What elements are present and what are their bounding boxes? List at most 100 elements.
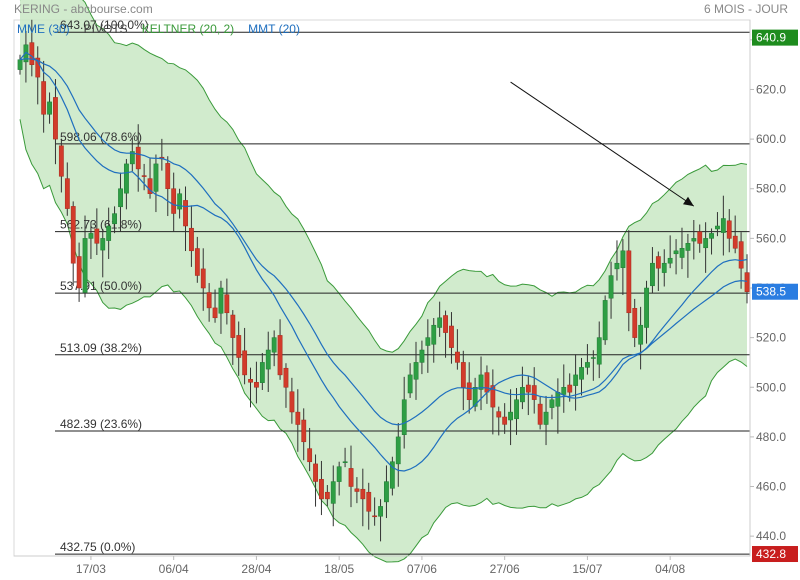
- candle-body: [153, 163, 159, 192]
- legend-item: MME (30): [17, 22, 70, 36]
- price-tag: 538.5: [752, 283, 798, 300]
- trend-arrow-head: [683, 196, 694, 207]
- candle-body: [319, 479, 324, 500]
- candle-body: [135, 146, 141, 170]
- candle-body: [129, 151, 135, 165]
- x-tick-label: 06/04: [159, 562, 189, 576]
- fib-label: 562.73 (61.8%): [60, 218, 142, 232]
- candle-body: [348, 468, 354, 487]
- candle-body: [726, 220, 732, 239]
- candle-body: [549, 399, 555, 408]
- candle-body: [685, 243, 691, 251]
- legend-item: PIVOTS: [84, 22, 128, 36]
- x-tick-label: 28/04: [241, 562, 271, 576]
- candle-body: [265, 349, 271, 370]
- fibonacci-levels: 643.07 (100.0%) 598.06 (78.6%) 562.73 (61.…: [55, 18, 750, 555]
- candle-body: [289, 391, 295, 413]
- x-tick-label: 04/08: [655, 562, 685, 576]
- y-axis: 440.0460.0480.0500.0520.0540.0560.0580.0…: [749, 20, 798, 563]
- candle-body: [106, 225, 112, 241]
- mmt-20-line: [19, 51, 748, 472]
- candle-body: [431, 324, 437, 345]
- candle-body: [200, 268, 206, 289]
- candle-body: [720, 218, 726, 233]
- candle-body: [360, 488, 366, 500]
- candle-body: [259, 362, 265, 383]
- candle-body: [585, 362, 590, 368]
- candle-body: [555, 391, 561, 407]
- x-tick-label: 15/07: [572, 562, 602, 576]
- candle-body: [88, 233, 94, 239]
- candle-body: [35, 57, 41, 78]
- candle-body: [324, 491, 330, 500]
- candle-body: [732, 235, 738, 249]
- candle-body: [455, 351, 460, 363]
- candle-body: [177, 193, 183, 210]
- price-tag-label: 538.5: [756, 285, 786, 299]
- candle-body: [449, 325, 454, 348]
- candle-body: [614, 262, 620, 270]
- candle-body: [590, 357, 596, 359]
- candle-body: [579, 367, 584, 380]
- y-tick-label: 480.0: [756, 430, 786, 444]
- x-tick-label: 07/06: [407, 562, 437, 576]
- y-tick-label: 520.0: [756, 331, 786, 345]
- candle-body: [567, 384, 573, 393]
- plot-area: 643.07 (100.0%) 598.06 (78.6%) 562.73 (61.…: [13, 0, 751, 563]
- candle-body: [460, 362, 466, 388]
- candle-body: [673, 250, 679, 255]
- price-tag-bg: [752, 283, 798, 300]
- y-tick-label: 460.0: [756, 480, 786, 494]
- candle-body: [224, 294, 230, 314]
- fib-label: 537.91 (50.0%): [60, 279, 142, 293]
- candle-body: [561, 387, 567, 395]
- candle-body: [70, 206, 76, 264]
- candle-body: [573, 374, 579, 386]
- candle-body: [82, 238, 88, 293]
- candle-body: [118, 188, 123, 208]
- y-tick-label: 580.0: [756, 182, 786, 196]
- candle-body: [596, 337, 602, 365]
- candle-body: [165, 163, 171, 189]
- candle-body: [354, 488, 360, 492]
- candle-body: [218, 287, 224, 314]
- price-tags: 640.9 538.5 432.8: [752, 29, 798, 563]
- candle-body: [384, 481, 389, 503]
- candle-body: [41, 81, 47, 115]
- candle-body: [490, 385, 496, 408]
- trend-arrow-line: [510, 81, 695, 207]
- candle-body: [738, 241, 744, 269]
- mme-30-line: [19, 58, 748, 426]
- candle-body: [141, 175, 147, 177]
- candle-body: [342, 461, 348, 463]
- fib-label: 513.09 (38.2%): [60, 341, 142, 355]
- candle-body: [100, 238, 106, 251]
- candle-body: [17, 59, 23, 70]
- candle-body: [543, 411, 549, 425]
- price-tag-bg: [752, 29, 798, 46]
- price-tag-label: 432.8: [756, 547, 786, 561]
- candle-body: [206, 292, 212, 309]
- candle-body: [124, 163, 129, 194]
- candle-body: [336, 466, 342, 482]
- candle-body: [502, 416, 508, 425]
- candle-body: [638, 324, 644, 345]
- candle-body: [230, 314, 236, 338]
- candle-body: [484, 372, 490, 393]
- candle-body: [407, 374, 413, 394]
- candle-body: [183, 200, 188, 227]
- x-tick-label: 18/05: [324, 562, 354, 576]
- price-tag: 432.8: [752, 546, 798, 563]
- candle-body: [242, 350, 248, 376]
- candle-body: [189, 227, 194, 252]
- candle-body: [650, 262, 655, 287]
- candle-body: [644, 287, 649, 328]
- period-label: 6 MOIS - JOUR: [704, 2, 788, 16]
- candle-body: [478, 374, 484, 390]
- y-tick-label: 500.0: [756, 380, 786, 394]
- candle-body: [496, 411, 502, 418]
- candle-body: [608, 275, 614, 299]
- candle-body: [443, 315, 448, 333]
- candle-body: [254, 382, 259, 388]
